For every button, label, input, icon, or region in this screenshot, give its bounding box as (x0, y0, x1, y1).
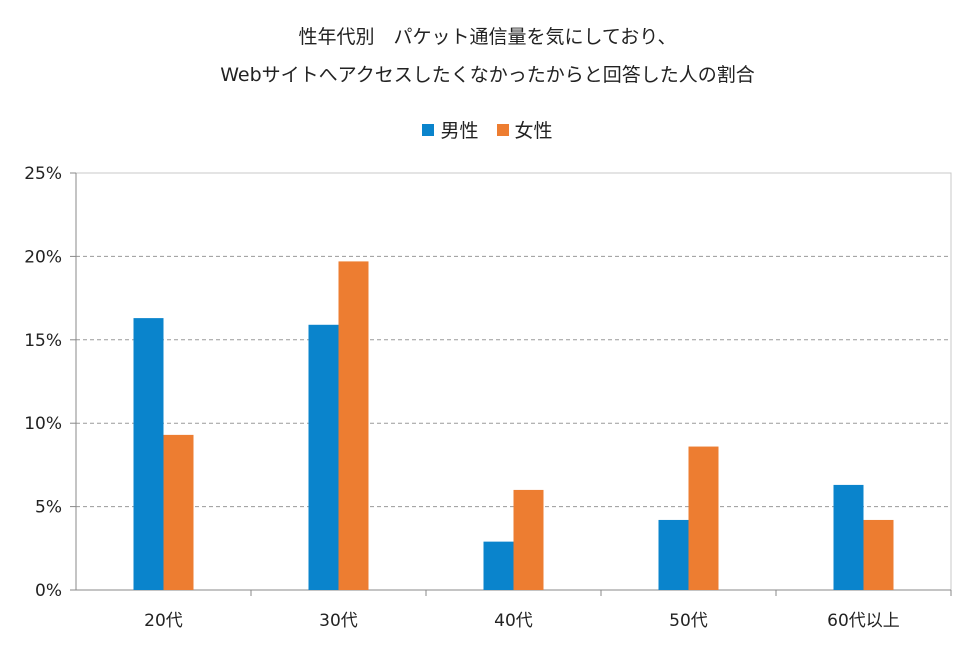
chart-legend: 男性 女性 (0, 116, 975, 143)
bar-male (308, 324, 339, 590)
legend-swatch-female (496, 123, 509, 136)
legend-item-male: 男性 (422, 116, 479, 143)
x-tick-label: 60代以上 (827, 611, 900, 631)
y-tick-label: 10% (24, 414, 62, 434)
bar-male (658, 519, 689, 590)
legend-label-female: 女性 (514, 120, 553, 142)
y-tick-label: 15% (24, 331, 62, 351)
legend-item-female: 女性 (496, 116, 553, 143)
y-tick-label: 25% (24, 164, 62, 184)
x-tick-label: 40代 (494, 611, 533, 631)
chart-title-line2: Webサイトへアクセスしたくなかったからと回答した人の割合 (220, 64, 755, 86)
x-tick-label: 50代 (669, 611, 708, 631)
y-tick-label: 20% (24, 247, 62, 267)
y-tick-label: 5% (35, 498, 62, 518)
bar-female (863, 519, 894, 590)
bar-female (688, 446, 719, 590)
bar-male (833, 484, 864, 590)
chart-title-line1: 性年代別 パケット通信量を気にしており、 (298, 26, 677, 48)
bar-male (483, 541, 514, 590)
legend-label-male: 男性 (440, 120, 479, 142)
bar-female (338, 261, 369, 590)
legend-swatch-male (422, 123, 435, 136)
x-tick-label: 30代 (319, 611, 358, 631)
bar-female (513, 489, 544, 590)
bar-male (133, 318, 164, 590)
y-tick-label: 0% (35, 581, 62, 601)
x-tick-label: 20代 (144, 611, 183, 631)
bar-female (163, 434, 194, 590)
